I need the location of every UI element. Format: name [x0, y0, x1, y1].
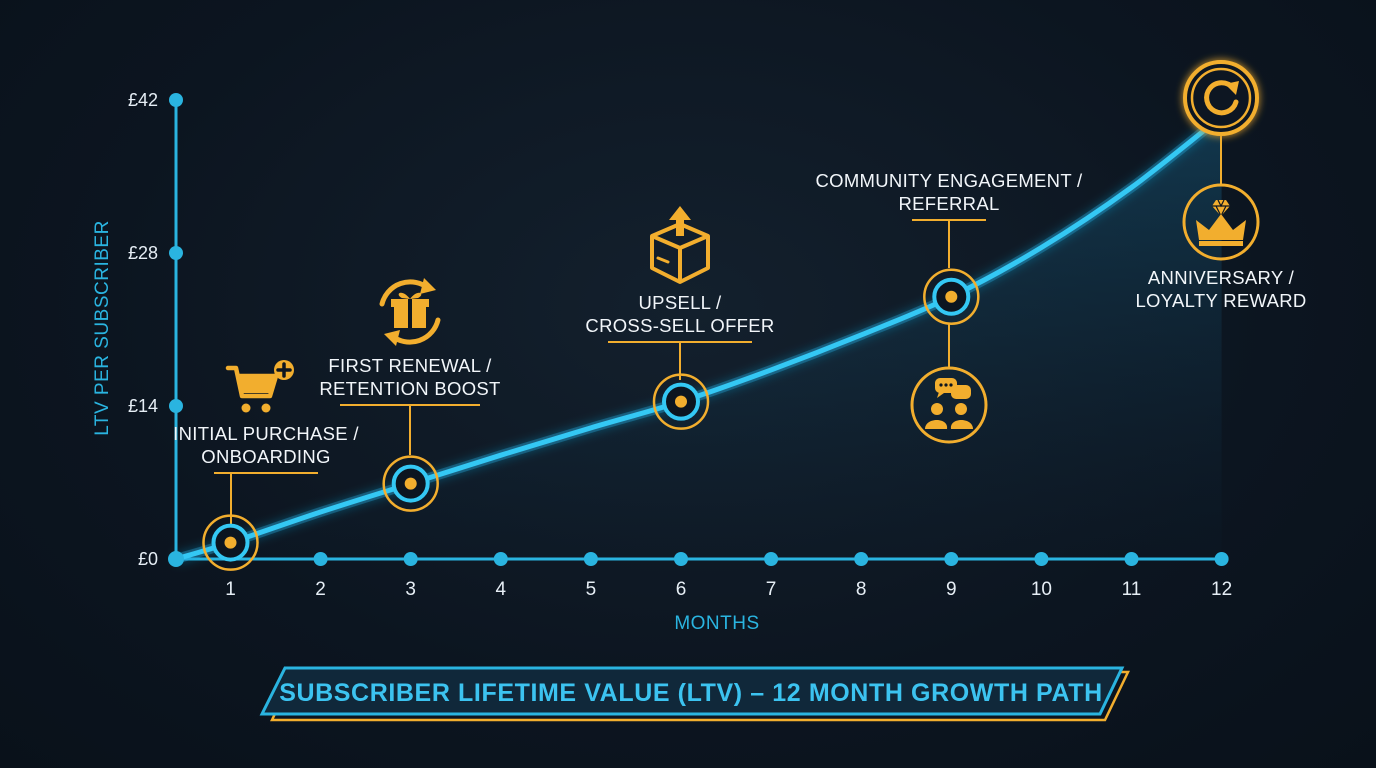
marker-core — [404, 477, 417, 490]
milestone-6: UPSELL / CROSS-SELL OFFER — [585, 206, 774, 380]
y-tick-dot — [169, 93, 183, 107]
marker-outer-ring — [923, 268, 980, 325]
y-ticks: £0 £14 £28 £42 — [128, 90, 183, 569]
x-tick-dot — [764, 552, 779, 566]
x-tick-label: 1 — [225, 579, 236, 600]
y-axis-label: LTV PER SUBSCRIBER — [92, 220, 113, 436]
chart-title: SUBSCRIBER LIFETIME VALUE (LTV) – 12 MON… — [279, 679, 1103, 707]
x-tick-label: 2 — [315, 579, 326, 600]
milestones: INITIAL PURCHASE / ONBOARDING FIRST RENE… — [173, 60, 1306, 528]
marker-outer-ring — [652, 373, 710, 430]
milestone-marker — [652, 373, 710, 430]
gift-renew-icon — [379, 278, 441, 346]
milestone-markers — [168, 268, 980, 571]
y-tick-dot — [169, 399, 183, 413]
x-tick-dot — [854, 552, 869, 566]
x-tick-dot — [1214, 552, 1229, 566]
x-tick-label: 3 — [405, 579, 416, 600]
x-axis-label: MONTHS — [674, 613, 759, 634]
x-tick-label: 8 — [856, 579, 867, 600]
milestone-label-line-2: REFERRAL — [898, 193, 999, 214]
x-tick-label: 6 — [676, 579, 687, 600]
y-tick-label: £42 — [128, 90, 158, 110]
x-ticks: 1 2 3 4 5 6 7 8 9 10 11 12 — [225, 552, 1232, 600]
x-tick-label: 11 — [1122, 579, 1142, 600]
x-tick-dot — [493, 552, 508, 566]
x-tick-label: 5 — [586, 579, 597, 600]
x-tick-dot — [1034, 552, 1049, 566]
crown-gem-icon — [1182, 183, 1260, 261]
cart-plus-icon — [225, 360, 294, 413]
milestone-9: COMMUNITY ENGAGEMENT / REFERRAL — [816, 170, 1084, 444]
x-tick-label: 12 — [1211, 579, 1232, 600]
y-tick-label: £28 — [128, 243, 158, 263]
ltv-area-fill — [176, 116, 1222, 560]
refresh-icon — [1183, 60, 1259, 136]
milestone-label-line-2: CROSS-SELL OFFER — [585, 315, 774, 336]
community-chat-icon — [910, 366, 988, 444]
milestone-marker — [202, 514, 259, 571]
milestone-label-line-2: LOYALTY REWARD — [1135, 290, 1306, 311]
x-tick-label: 4 — [496, 579, 507, 600]
x-tick-dot — [1124, 552, 1139, 566]
milestone-label-line-1: INITIAL PURCHASE / — [173, 423, 359, 444]
x-tick-label: 10 — [1031, 579, 1052, 600]
x-tick-dot — [944, 552, 959, 566]
milestone-label-line-2: ONBOARDING — [201, 446, 330, 467]
y-tick-dot — [169, 246, 183, 260]
x-tick-dot — [583, 552, 598, 566]
x-tick-dot — [674, 552, 688, 566]
milestone-marker — [382, 455, 439, 512]
marker-core — [675, 395, 687, 408]
milestone-label-line-1: COMMUNITY ENGAGEMENT / — [816, 170, 1084, 191]
y-tick-label: £0 — [138, 549, 158, 569]
marker-outer-ring — [202, 514, 259, 571]
x-tick-label: 7 — [766, 579, 777, 600]
x-tick-dot — [403, 552, 418, 566]
x-tick-label: 9 — [946, 579, 957, 600]
milestone-marker — [923, 268, 980, 325]
milestone-1: INITIAL PURCHASE / ONBOARDING — [173, 360, 359, 528]
milestone-label-line-1: ANNIVERSARY / — [1148, 267, 1295, 288]
origin-dot — [168, 551, 184, 567]
x-tick-dot — [313, 552, 328, 566]
milestone-label-line-2: RETENTION BOOST — [319, 378, 500, 399]
marker-outer-ring — [382, 455, 439, 512]
title-banner: SUBSCRIBER LIFETIME VALUE (LTV) – 12 MON… — [259, 666, 1130, 722]
milestone-label-line-1: UPSELL / — [639, 292, 723, 313]
marker-core — [945, 290, 958, 303]
milestone-12: ANNIVERSARY / LOYALTY REWARD — [1135, 60, 1306, 311]
marker-core — [224, 536, 237, 549]
box-upsell-icon — [650, 206, 710, 284]
milestone-label-line-1: FIRST RENEWAL / — [328, 355, 492, 376]
milestone-3: FIRST RENEWAL / RETENTION BOOST — [319, 278, 500, 455]
y-tick-label: £14 — [128, 396, 158, 416]
